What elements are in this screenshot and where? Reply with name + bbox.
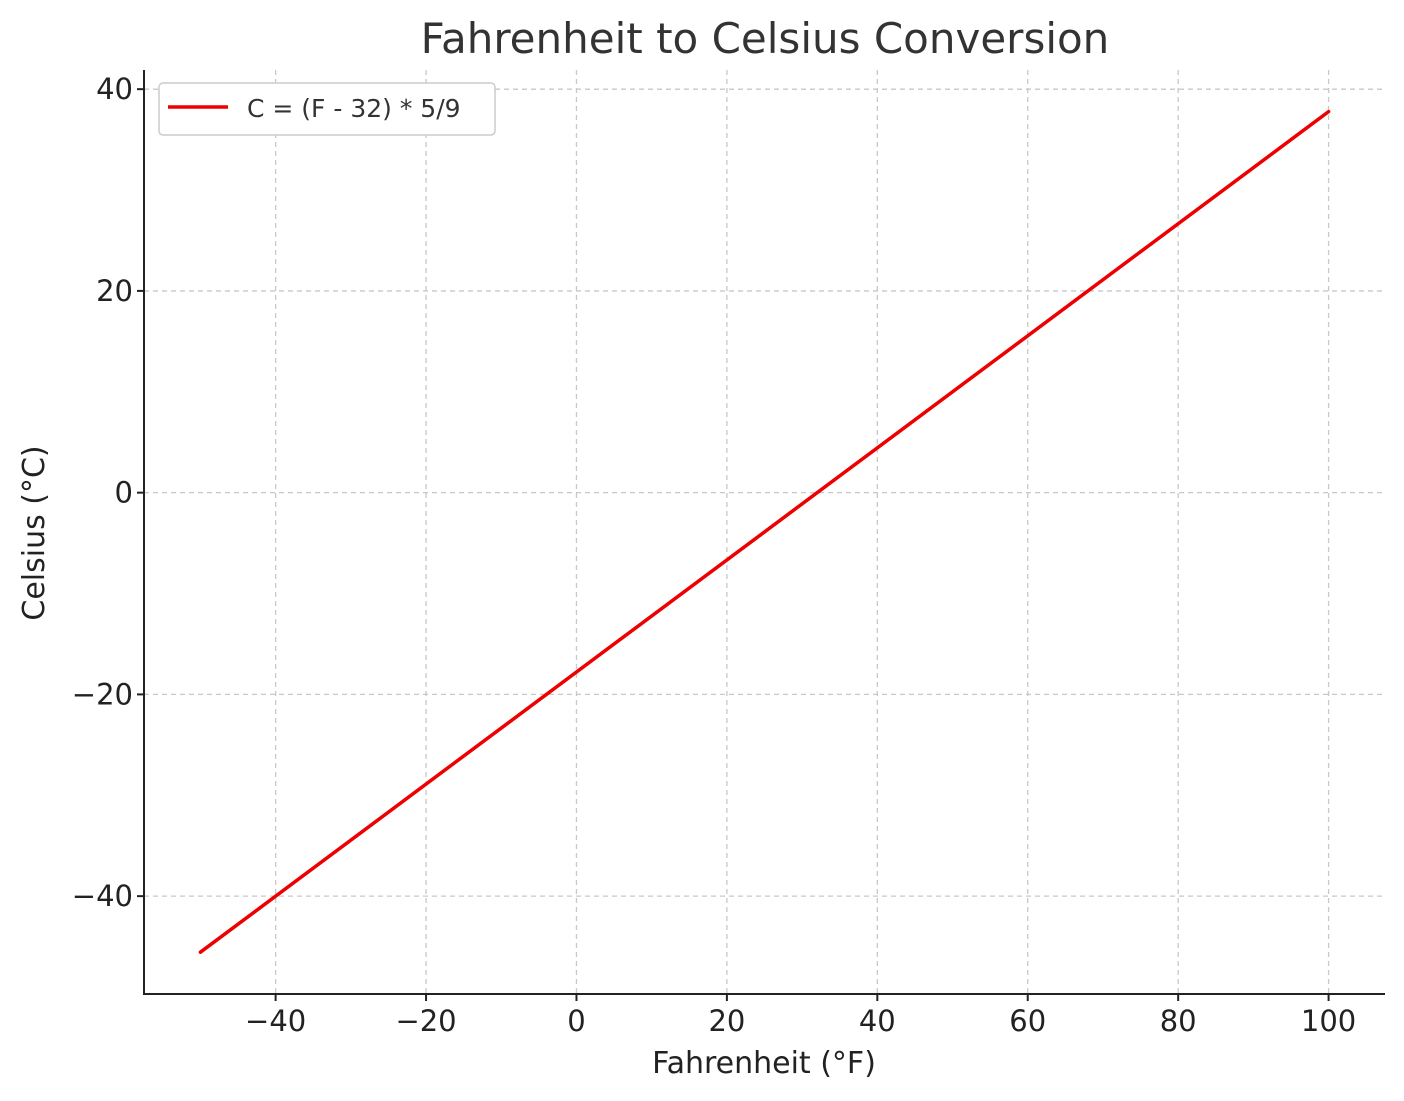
y-tick-label: −20 — [72, 677, 133, 711]
y-axis-ticks: −40 −20 0 20 40 — [72, 72, 144, 913]
chart-title: Fahrenheit to Celsius Conversion — [421, 14, 1110, 63]
x-tick-label: −40 — [245, 1004, 306, 1038]
y-tick-label: 0 — [115, 476, 133, 510]
x-tick-label: 80 — [1160, 1004, 1197, 1038]
y-tick-label: −40 — [72, 879, 133, 913]
x-tick-label: 40 — [859, 1004, 896, 1038]
x-tick-label: 20 — [708, 1004, 745, 1038]
x-tick-label: 60 — [1009, 1004, 1046, 1038]
y-tick-label: 20 — [96, 274, 133, 308]
x-tick-label: 0 — [567, 1004, 585, 1038]
legend-label: C = (F - 32) * 5/9 — [247, 94, 461, 123]
x-tick-label: −20 — [395, 1004, 456, 1038]
legend: C = (F - 32) * 5/9 — [158, 82, 496, 136]
series-layer — [198, 109, 1331, 954]
series-line-0 — [198, 109, 1331, 954]
y-axis-label: Celsius (°C) — [17, 445, 52, 620]
legend-box — [158, 82, 496, 136]
x-axis-ticks: −40 −20 0 20 40 60 80 100 — [245, 994, 1356, 1038]
x-axis-label: Fahrenheit (°F) — [652, 1046, 876, 1081]
x-tick-label: 100 — [1301, 1004, 1356, 1038]
y-tick-label: 40 — [96, 72, 133, 106]
